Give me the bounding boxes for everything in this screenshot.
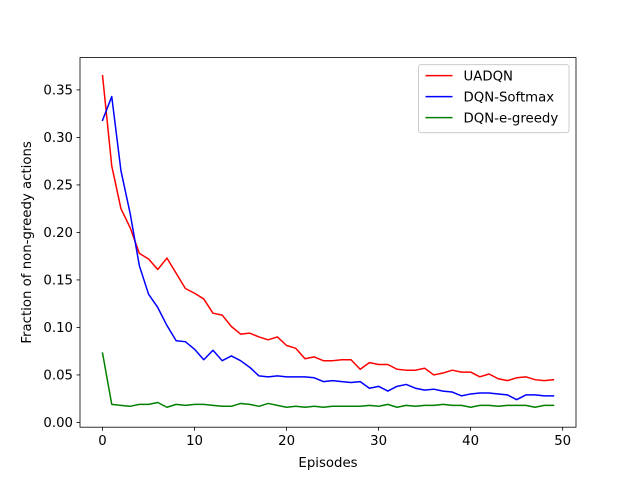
plot-frame [79,57,577,428]
series-layer [101,74,555,408]
legend-label-uadqn: UADQN [464,69,513,84]
legend-label-dqn-softmax: DQN-Softmax [464,90,555,105]
y-tick-label: 0.30 [43,131,73,146]
legend: UADQN DQN-Softmax DQN-e-greedy [418,64,570,134]
y-tick-label: 0.00 [43,416,73,431]
y-tick-label: 0.25 [43,179,73,194]
legend-label-dqn-e-greedy: DQN-e-greedy [464,111,559,126]
y-tick-label: 0.05 [43,369,73,384]
y-tick-label: 0.10 [43,321,73,336]
x-tick-label: 40 [462,434,479,449]
x-tick-label: 30 [370,434,387,449]
series-line-dqn-e-greedy [101,352,555,408]
x-tick-label: 0 [98,434,106,449]
x-tick-label: 20 [278,434,295,449]
y-axis: 0.00 0.05 0.10 0.15 0.20 0.25 0.30 0.35 [43,84,80,431]
x-axis: 0 10 20 30 40 50 [98,427,571,449]
legend-box [418,64,570,134]
y-tick-label: 0.15 [43,274,73,289]
y-axis-label: Fraction of non-greedy actions [20,141,35,344]
x-tick-label: 50 [554,434,571,449]
series-line-uadqn [101,74,555,382]
series-line-dqn-softmax [101,95,555,401]
y-tick-label: 0.35 [43,84,73,99]
x-axis-label: Episodes [298,456,357,471]
y-tick-label: 0.20 [43,226,73,241]
x-tick-label: 10 [186,434,203,449]
